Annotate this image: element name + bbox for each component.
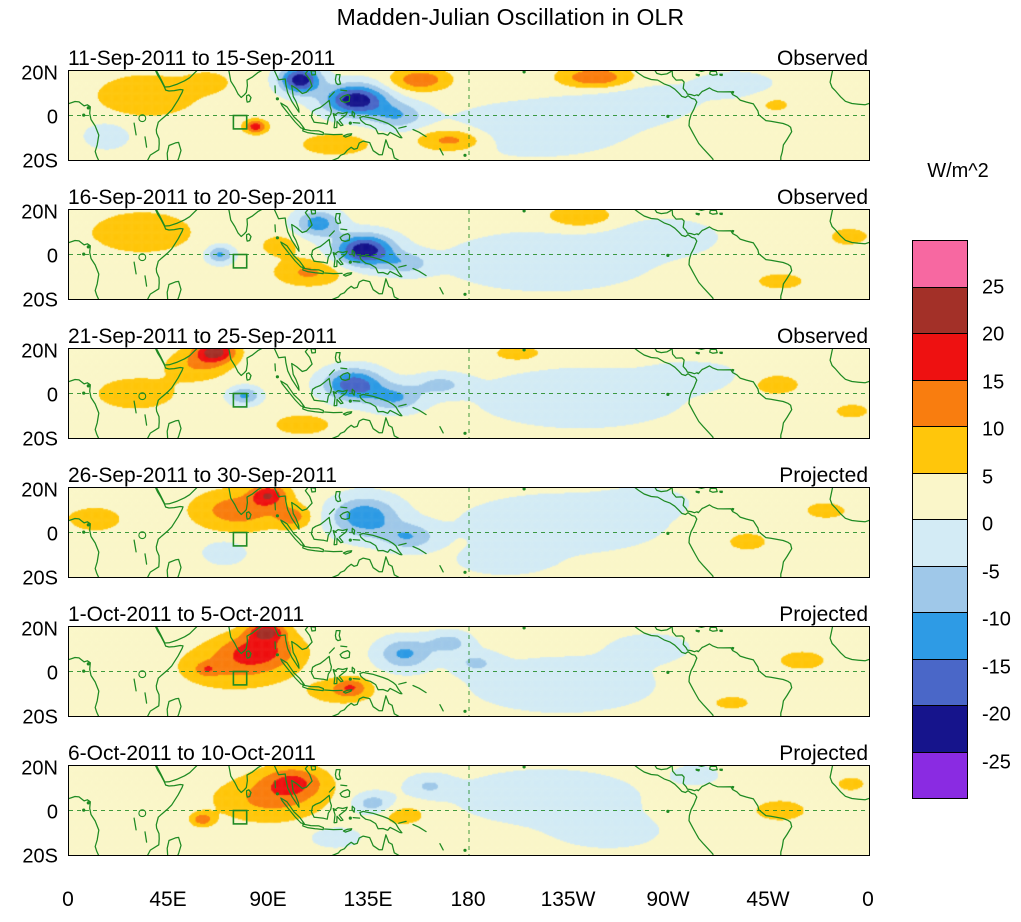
lat-tick-20n: 20N [21,340,58,363]
map-panel-6 [68,765,870,856]
panel-date-range: 16-Sep-2011 to 20-Sep-2011 [68,185,337,209]
colorbar-cell [912,565,968,613]
lat-tick-0: 0 [46,245,58,268]
lon-tick: 90W [646,888,690,911]
panel-6: 6-Oct-2011 to 10-Oct-2011 Projected 20N … [0,740,1021,879]
lon-tick: 135W [540,888,596,911]
map-panel-3 [68,348,870,439]
panel-4: 26-Sep-2011 to 30-Sep-2011 Projected 20N… [0,462,1021,601]
panel-3: 21-Sep-2011 to 25-Sep-2011 Observed 20N … [0,323,1021,462]
lat-tick-20s: 20S [22,845,58,868]
colorbar-cell [912,240,968,288]
panel-5: 1-Oct-2011 to 5-Oct-2011 Projected 20N 0… [0,601,1021,740]
colorbar-tick-label: -5 [982,561,1000,583]
colorbar-tick-label: -20 [982,703,1011,726]
colorbar-cell [912,286,968,334]
coastlines-overlay [69,488,869,577]
lat-tick-20n: 20N [21,62,58,85]
lon-tick: 45W [746,888,790,911]
colorbar [912,240,968,799]
lon-tick: 90E [249,888,287,911]
lat-tick-20n: 20N [21,618,58,641]
lon-tick: 45E [149,888,187,911]
lat-tick-0: 0 [46,523,58,546]
panel-source-label: Observed [776,46,868,70]
lat-tick-0: 0 [46,384,58,407]
map-panel-4 [68,487,870,578]
colorbar-cell [912,658,968,706]
lat-tick-20n: 20N [21,201,58,224]
colorbar-cell [912,333,968,381]
coastlines-overlay [69,71,869,160]
longitude-axis: 0 45E 90E 135E 180 135W 90W 45W 0 [62,888,874,914]
lon-tick: 135E [343,888,393,911]
lat-tick-0: 0 [46,662,58,685]
lat-tick-20s: 20S [22,706,58,729]
panel-source-label: Projected [779,463,868,487]
colorbar-tick-label: 0 [982,513,994,536]
map-panel-1 [68,70,870,161]
lat-tick-20n: 20N [21,757,58,780]
lat-tick-20s: 20S [22,289,58,312]
lat-tick-20s: 20S [22,428,58,451]
panel-date-range: 6-Oct-2011 to 10-Oct-2011 [68,741,316,765]
panel-source-label: Projected [779,741,868,765]
lat-tick-0: 0 [46,106,58,129]
colorbar-cell [912,705,968,753]
colorbar-tick-label: -10 [982,608,1011,631]
figure-title: Madden-Julian Oscillation in OLR [336,4,685,30]
lon-tick: 180 [450,888,486,911]
lon-tick: 0 [862,888,874,911]
panel-1: 11-Sep-2011 to 15-Sep-2011 Observed 20N … [0,45,1021,184]
panel-date-range: 26-Sep-2011 to 30-Sep-2011 [68,463,337,487]
colorbar-tick-label: 25 [982,276,1005,298]
colorbar-tick-labels: 25 20 15 10 5 0 -5 -10 -15 -20 -25 [982,240,1021,810]
panel-2: 16-Sep-2011 to 20-Sep-2011 Observed 20N … [0,184,1021,323]
lon-tick: 0 [62,888,74,911]
colorbar-tick-label: 15 [982,371,1005,393]
panel-source-label: Projected [779,602,868,626]
colorbar-tick-label: 10 [982,418,1005,441]
colorbar-tick-label: 5 [982,466,994,488]
panel-date-range: 21-Sep-2011 to 25-Sep-2011 [68,324,337,348]
lat-tick-20n: 20N [21,479,58,502]
colorbar-tick-label: 20 [982,323,1005,346]
colorbar-cell [912,379,968,427]
panel-date-range: 11-Sep-2011 to 15-Sep-2011 [68,46,336,70]
coastlines-overlay [69,349,869,438]
colorbar-cell [912,426,968,474]
map-panel-5 [68,626,870,717]
lat-tick-20s: 20S [22,150,58,173]
lat-tick-20s: 20S [22,567,58,590]
panel-date-range: 1-Oct-2011 to 5-Oct-2011 [68,602,305,626]
lat-tick-0: 0 [46,801,58,824]
colorbar-cell [912,612,968,660]
panel-source-label: Observed [776,185,868,209]
coastlines-overlay [69,210,869,299]
coastlines-overlay [69,627,869,716]
colorbar-tick-label: -15 [982,656,1011,678]
map-panel-2 [68,209,870,300]
colorbar-cell [912,472,968,520]
coastlines-overlay [69,766,869,855]
colorbar-unit-label: W/m^2 [927,160,989,182]
colorbar-cell [912,519,968,567]
colorbar-cell [912,751,968,799]
panel-source-label: Observed [776,324,868,348]
colorbar-tick-label: -25 [982,751,1011,773]
